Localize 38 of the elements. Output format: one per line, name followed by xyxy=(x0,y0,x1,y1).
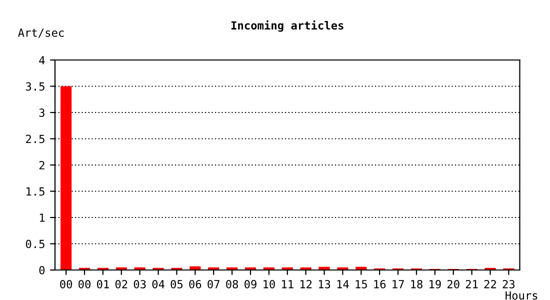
y-tick-label: 0 xyxy=(39,266,45,274)
x-tick-label: 09 xyxy=(244,280,256,288)
x-tick-label: 00 xyxy=(60,280,72,288)
x-tick-label: 14 xyxy=(337,280,349,288)
x-tick-label: 10 xyxy=(264,280,275,288)
x-tick-label: 12 xyxy=(300,280,312,288)
x-tick-label: 20 xyxy=(447,280,460,288)
x-tick-label: 05 xyxy=(170,280,183,288)
y-tick-label: 3 xyxy=(39,108,44,117)
x-tick-label: 18 xyxy=(411,280,422,288)
y-tick-label: 2.5 xyxy=(26,134,44,144)
x-tick-label: 06 xyxy=(189,280,202,288)
x-tick-label: 02 xyxy=(115,280,128,288)
x-tick-label: 07 xyxy=(208,280,220,288)
x-tick-label: 08 xyxy=(226,280,238,288)
y-tick-label: 0.5 xyxy=(26,240,44,248)
x-tick-label: 22 xyxy=(484,280,496,288)
y-tick-label: 1.5 xyxy=(26,187,44,196)
x-tick-label: 19 xyxy=(430,280,441,288)
y-tick-label: 4 xyxy=(39,56,45,64)
x-tick-label: 00 xyxy=(78,280,90,288)
bar xyxy=(60,86,72,270)
x-tick-label: 15 xyxy=(356,280,367,288)
y-tick-label: 3.5 xyxy=(26,82,44,91)
x-tick-label: 16 xyxy=(374,280,386,288)
x-tick-label: 01 xyxy=(96,280,109,288)
x-tick-label: 23 xyxy=(502,280,515,288)
y-tick-label: 2 xyxy=(39,161,44,170)
y-tick-label: 1 xyxy=(40,214,45,222)
x-tick-label: 13 xyxy=(318,280,330,288)
x-tick-label: 04 xyxy=(152,280,164,288)
x-tick-label: 03 xyxy=(134,280,146,288)
x-tick-label: 11 xyxy=(282,280,294,288)
y-axis-title: Art/sec xyxy=(18,28,64,38)
x-tick-label: 21 xyxy=(466,280,478,288)
x-axis-title: Hours xyxy=(506,291,538,300)
x-tick-label: 17 xyxy=(392,280,404,288)
chart-title: Incoming articles xyxy=(231,20,344,32)
